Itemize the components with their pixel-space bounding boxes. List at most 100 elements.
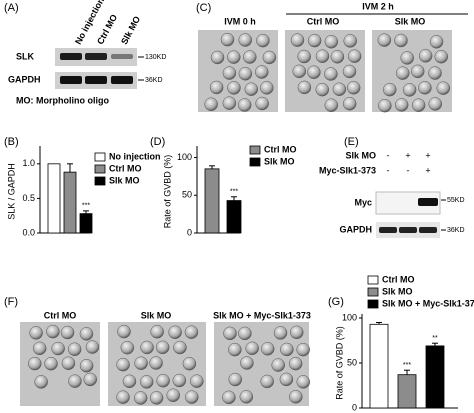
oocyte [79, 327, 94, 341]
image-header: Ctrl MO [307, 16, 340, 26]
panel-label: (A) [4, 2, 19, 14]
oocyte [173, 340, 187, 355]
y-axis-label: Rate of GVBD (%) [334, 326, 344, 400]
oocyte [394, 33, 408, 48]
legend-label: Slk MO [109, 175, 140, 185]
oocyte [297, 49, 311, 64]
oocyte [83, 372, 97, 387]
oocyte [378, 98, 392, 113]
y-tick-label: 100 [177, 152, 192, 162]
oocyte [223, 326, 237, 341]
oocyte [332, 82, 347, 97]
blot-label: GAPDH [8, 74, 41, 84]
significance: *** [82, 203, 90, 210]
legend-swatch [249, 145, 261, 155]
image-header: Ctrl MO [44, 310, 77, 320]
y-tick-label: 0 [352, 402, 357, 412]
oocyte [402, 83, 417, 97]
sign: + [425, 150, 430, 160]
size-label: 55KD [447, 197, 465, 204]
oocyte [347, 49, 362, 63]
oocyte [85, 340, 100, 354]
oocyte [342, 96, 357, 111]
oocyte [290, 33, 305, 47]
row-label: Slk MO [345, 150, 376, 160]
legend-label: Slk MO + Myc-Slk1-373 [382, 298, 474, 308]
row-label: Myc-Slk1-373 [319, 165, 376, 175]
legend-label: No injection [109, 151, 161, 161]
oocyte [117, 324, 131, 339]
oocyte [395, 66, 410, 80]
image-header: IVM 0 h [224, 16, 256, 26]
oocyte [400, 51, 414, 65]
y-tick-label: 0.0 [22, 227, 35, 237]
band [85, 53, 107, 60]
oocyte [155, 340, 170, 355]
legend-label: Slk MO [382, 286, 413, 296]
oocyte [134, 356, 148, 370]
oocyte [51, 341, 65, 356]
significance: ** [432, 335, 438, 342]
image-header: Slk MO + Myc-Slk1-373 [213, 310, 311, 320]
oocyte [168, 325, 182, 340]
oocyte [262, 50, 277, 65]
blot-label: GAPDH [339, 224, 372, 234]
oocyte [139, 375, 154, 389]
oocyte [67, 342, 82, 357]
oocyte [324, 98, 339, 112]
y-tick-label: 0 [187, 227, 192, 237]
y-tick-label: 50 [182, 190, 192, 200]
oocyte [238, 326, 252, 341]
oocyte [289, 389, 303, 404]
oocyte [243, 50, 257, 64]
oocyte [209, 80, 224, 95]
y-tick-label: 0.5 [22, 193, 35, 203]
oocyte [32, 341, 47, 356]
oocyte [324, 34, 339, 49]
legend-swatch [94, 164, 106, 174]
oocyte [222, 66, 237, 80]
oocyte [149, 391, 164, 405]
legend-label: Ctrl MO [382, 274, 415, 284]
bar [425, 345, 445, 409]
oocyte [244, 82, 259, 96]
oocyte [296, 375, 311, 389]
oocyte [133, 391, 148, 405]
band [111, 54, 133, 59]
oocyte [434, 49, 449, 64]
oocyte [297, 80, 312, 95]
panel-label: (C) [196, 2, 211, 14]
blot [375, 191, 441, 215]
oocyte [185, 390, 199, 404]
y-tick-label: 100 [342, 312, 357, 322]
sign: - [387, 150, 390, 160]
oocyte [44, 356, 58, 371]
oocyte [237, 98, 252, 112]
oocyte [140, 340, 154, 355]
oocyte [429, 35, 444, 49]
oocyte [307, 33, 322, 48]
oocyte [255, 96, 269, 111]
panel-label: (B) [4, 136, 19, 148]
oocyte [273, 326, 288, 340]
oocyte [279, 372, 294, 387]
panel-label: (F) [4, 296, 18, 308]
bar [226, 200, 242, 234]
oocyte [116, 390, 130, 404]
band [419, 227, 437, 233]
legend-swatch [367, 299, 379, 309]
blot-label: Myc [354, 197, 372, 207]
oocyte [46, 324, 60, 339]
oocyte [238, 33, 252, 47]
oocyte [411, 98, 426, 112]
oocyte [190, 374, 204, 388]
oocyte [149, 356, 163, 370]
legend-swatch [94, 152, 106, 162]
oocyte [210, 50, 225, 65]
oocyte [342, 64, 357, 79]
bar [63, 171, 77, 234]
oocyte [61, 356, 76, 370]
oocyte [410, 64, 425, 79]
panel-label: (D) [150, 136, 165, 148]
oocyte [292, 64, 307, 79]
